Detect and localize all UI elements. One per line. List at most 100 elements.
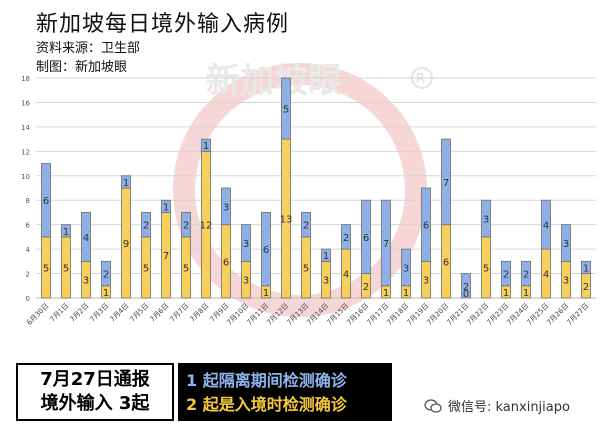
bar-segment-quarantine — [81, 212, 91, 262]
data-label-arrival: 5 — [63, 263, 69, 274]
legend-quarantine: 1 起隔离期间检测确诊 — [186, 371, 347, 390]
bar-segment-quarantine — [161, 199, 171, 213]
report-count: 境外输入 3起 — [40, 393, 150, 414]
bar-segment-quarantine — [541, 199, 551, 250]
data-label-arrival: 3 — [423, 276, 429, 287]
bar-segment-quarantine — [141, 212, 151, 238]
bar-segment-quarantine — [241, 224, 251, 262]
bar-segment-quarantine — [201, 138, 211, 152]
data-label-quarantine: 3 — [563, 239, 569, 250]
data-label-quarantine: 2 — [503, 270, 509, 281]
data-label-arrival: 1 — [383, 288, 389, 299]
data-label-quarantine: 1 — [323, 251, 329, 262]
x-tick-label: 7月6日 — [149, 302, 171, 324]
x-tick-label: 7月8日 — [189, 302, 211, 324]
data-label-quarantine: 6 — [363, 233, 369, 244]
y-tick-label: 6 — [26, 222, 31, 230]
data-label-arrival: 5 — [303, 263, 309, 274]
data-label-arrival: 3 — [323, 276, 329, 287]
data-label-arrival: 5 — [483, 263, 489, 274]
bar-segment-quarantine — [581, 260, 591, 274]
data-label-arrival: 2 — [363, 282, 369, 293]
x-tick-label: 7月27日 — [565, 302, 590, 327]
y-tick-label: 8 — [26, 197, 30, 205]
bar-segment-quarantine — [181, 212, 191, 238]
bar-segment-quarantine — [401, 248, 411, 287]
data-label-quarantine: 1 — [583, 263, 589, 274]
source-label: 资料来源：卫生部 — [36, 41, 141, 56]
data-label-quarantine: 1 — [123, 178, 129, 189]
maker-label: 制图：新加坡眼 — [36, 60, 128, 75]
x-tick-label: 7月7日 — [169, 302, 191, 324]
data-label-arrival: 3 — [243, 276, 249, 287]
data-label-arrival: 12 — [200, 221, 213, 232]
y-tick-label: 12 — [21, 148, 30, 156]
wechat-icon — [424, 398, 442, 413]
bar-segment-quarantine — [361, 199, 371, 274]
data-label-arrival: 3 — [563, 276, 569, 287]
bar-segment-quarantine — [341, 224, 351, 250]
bar-segment-quarantine — [101, 260, 111, 287]
data-label-quarantine: 2 — [183, 221, 189, 232]
y-tick-label: 18 — [21, 75, 30, 83]
data-label-quarantine: 3 — [223, 202, 229, 213]
y-tick-label: 4 — [26, 246, 31, 254]
bar-segment-quarantine — [441, 138, 451, 226]
watermark-text: 新加坡眼 — [206, 61, 342, 101]
data-label-arrival: 2 — [583, 282, 589, 293]
y-tick-label: 2 — [26, 271, 30, 279]
x-tick-label: 7月2日 — [69, 302, 91, 324]
data-label-arrival: 4 — [343, 270, 349, 281]
legend-arrival: 2 起是入境时检测确诊 — [186, 395, 347, 414]
data-label-quarantine: 5 — [283, 105, 289, 116]
bar-segment-quarantine — [501, 260, 511, 287]
bar-segment-quarantine — [301, 212, 311, 238]
y-tick-label: 10 — [21, 173, 30, 181]
data-label-quarantine: 1 — [203, 141, 209, 152]
data-label-quarantine: 3 — [483, 215, 489, 226]
data-label-arrival: 6 — [443, 257, 449, 268]
bar-segment-quarantine — [121, 175, 131, 189]
data-label-quarantine: 1 — [163, 202, 169, 213]
bar-segment-quarantine — [261, 212, 271, 287]
report-date: 7月27日通报 — [40, 369, 150, 390]
chart-title: 新加坡每日境外输入病例 — [36, 12, 290, 37]
bar-segment-quarantine — [381, 199, 391, 287]
data-label-arrival: 9 — [123, 239, 129, 250]
bar-segment-quarantine — [321, 248, 331, 262]
data-label-quarantine: 7 — [383, 239, 389, 250]
data-label-arrival: 1 — [103, 288, 109, 299]
data-label-arrival: 1 — [403, 288, 409, 299]
data-label-quarantine: 4 — [83, 233, 89, 244]
data-label-quarantine: 6 — [263, 245, 269, 256]
data-label-quarantine: 2 — [463, 282, 469, 293]
x-tick-label: 7月3日 — [89, 302, 111, 324]
data-label-arrival: 5 — [143, 263, 149, 274]
bar-segment-quarantine — [461, 273, 471, 299]
wechat-id: 微信号: kanxinjiapo — [448, 400, 570, 415]
y-tick-label: 0 — [26, 295, 30, 303]
legend-box: 1 起隔离期间检测确诊 2 起是入境时检测确诊 — [178, 363, 392, 421]
data-label-arrival: 7 — [163, 251, 169, 262]
data-label-arrival: 6 — [223, 257, 229, 268]
data-label-arrival: 0 — [463, 289, 469, 300]
data-label-quarantine: 4 — [543, 221, 549, 232]
data-label-arrival: 1 — [523, 288, 529, 299]
data-label-quarantine: 6 — [43, 196, 49, 207]
data-label-arrival: 5 — [183, 263, 189, 274]
bar-segment-quarantine — [521, 260, 531, 287]
x-tick-label: 7月5日 — [129, 302, 151, 324]
x-tick-label: 7月1日 — [49, 302, 71, 324]
wechat-credit: 微信号: kanxinjiapo — [424, 396, 570, 415]
data-label-quarantine: 3 — [403, 263, 409, 274]
bar-segment-quarantine — [281, 77, 291, 140]
data-label-quarantine: 1 — [63, 227, 69, 238]
y-tick-label: 14 — [21, 124, 30, 132]
data-label-quarantine: 2 — [303, 221, 309, 232]
bar-segment-quarantine — [421, 187, 431, 262]
data-label-quarantine: 2 — [343, 233, 349, 244]
data-label-arrival: 1 — [503, 288, 509, 299]
data-label-arrival: 5 — [43, 263, 49, 274]
x-tick-label: 6月30日 — [25, 302, 50, 327]
